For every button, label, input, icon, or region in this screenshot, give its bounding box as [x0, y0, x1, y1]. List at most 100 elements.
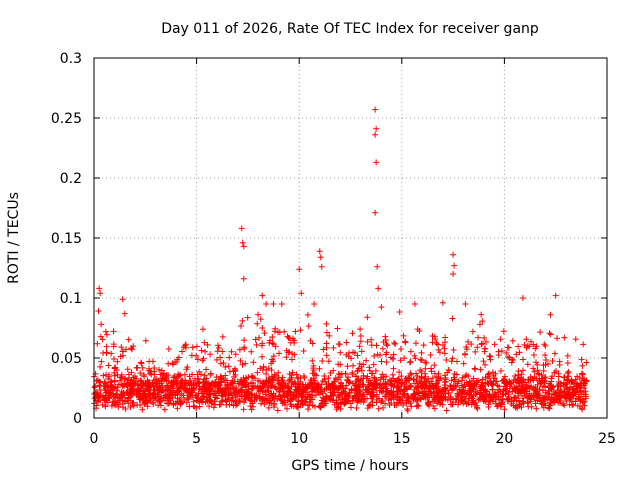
data-point [505, 354, 512, 361]
data-point [133, 364, 140, 371]
data-point [535, 370, 542, 377]
data-point [394, 388, 401, 395]
data-point [140, 388, 147, 395]
data-point [489, 369, 496, 376]
data-point [399, 388, 406, 395]
data-point [462, 383, 469, 390]
data-point [276, 389, 283, 396]
data-point [145, 379, 152, 386]
data-point [353, 373, 360, 380]
data-point [516, 401, 523, 408]
data-point [243, 381, 250, 388]
data-point [156, 385, 163, 392]
data-point [460, 360, 467, 367]
data-point [479, 376, 486, 383]
data-point [222, 379, 229, 386]
data-point [292, 328, 299, 335]
data-point [97, 290, 104, 297]
data-point [373, 159, 380, 166]
data-point [334, 400, 341, 407]
data-point [170, 361, 177, 368]
data-point [581, 402, 588, 409]
data-point [109, 398, 116, 405]
data-point [398, 393, 405, 400]
data-point [278, 377, 285, 384]
data-point [569, 402, 576, 409]
data-point [456, 390, 463, 397]
data-point [565, 373, 572, 380]
data-point [309, 370, 316, 377]
data-point [312, 380, 319, 387]
data-point [483, 397, 490, 404]
data-point [519, 367, 526, 374]
data-point [389, 371, 396, 378]
data-point [415, 396, 422, 403]
data-point [121, 310, 128, 317]
data-point [405, 374, 412, 381]
data-point [397, 346, 404, 353]
data-point [178, 348, 185, 355]
data-point [232, 366, 239, 373]
data-point [436, 396, 443, 403]
data-point [198, 398, 205, 405]
data-point [256, 334, 263, 341]
data-point [530, 377, 537, 384]
data-point [140, 395, 147, 402]
data-point [283, 354, 290, 361]
data-point [398, 380, 405, 387]
x-tick-label: 5 [192, 431, 201, 447]
data-point [515, 343, 522, 350]
data-point [158, 375, 165, 382]
data-point [524, 399, 531, 406]
data-point [270, 352, 277, 359]
data-point [342, 370, 349, 377]
data-point [508, 398, 515, 405]
data-point [102, 394, 109, 401]
data-point [429, 382, 436, 389]
data-point [390, 365, 397, 372]
data-point [201, 372, 208, 379]
data-point [534, 367, 541, 374]
data-point [242, 392, 249, 399]
data-point [102, 396, 109, 403]
data-point [520, 356, 527, 363]
data-point [430, 386, 437, 393]
data-point [468, 341, 475, 348]
data-point [313, 372, 320, 379]
data-point [386, 401, 393, 408]
data-point [420, 394, 427, 401]
data-point [579, 370, 586, 377]
data-point [320, 346, 327, 353]
data-point [486, 352, 493, 359]
data-point [422, 365, 429, 372]
data-point [487, 398, 494, 405]
data-point [219, 397, 226, 404]
data-point [323, 352, 330, 359]
data-point [289, 369, 296, 376]
data-point [250, 403, 257, 410]
data-point [120, 381, 127, 388]
data-point [319, 357, 326, 364]
data-point [250, 359, 257, 366]
data-point [239, 317, 246, 324]
data-point [308, 379, 315, 386]
data-point [503, 387, 510, 394]
data-point [222, 396, 229, 403]
data-point [249, 400, 256, 407]
data-point [311, 301, 318, 307]
data-point [125, 394, 132, 401]
data-point [161, 406, 168, 413]
data-point [241, 378, 248, 385]
data-point [105, 375, 112, 382]
data-point [454, 380, 461, 387]
data-point [151, 395, 158, 402]
data-point [143, 393, 150, 400]
data-point [213, 374, 220, 381]
data-point [439, 299, 446, 306]
data-point [342, 385, 349, 392]
data-point [118, 344, 125, 351]
data-point [190, 385, 197, 392]
data-point [476, 321, 483, 328]
data-point [325, 375, 332, 382]
data-point [491, 375, 498, 382]
